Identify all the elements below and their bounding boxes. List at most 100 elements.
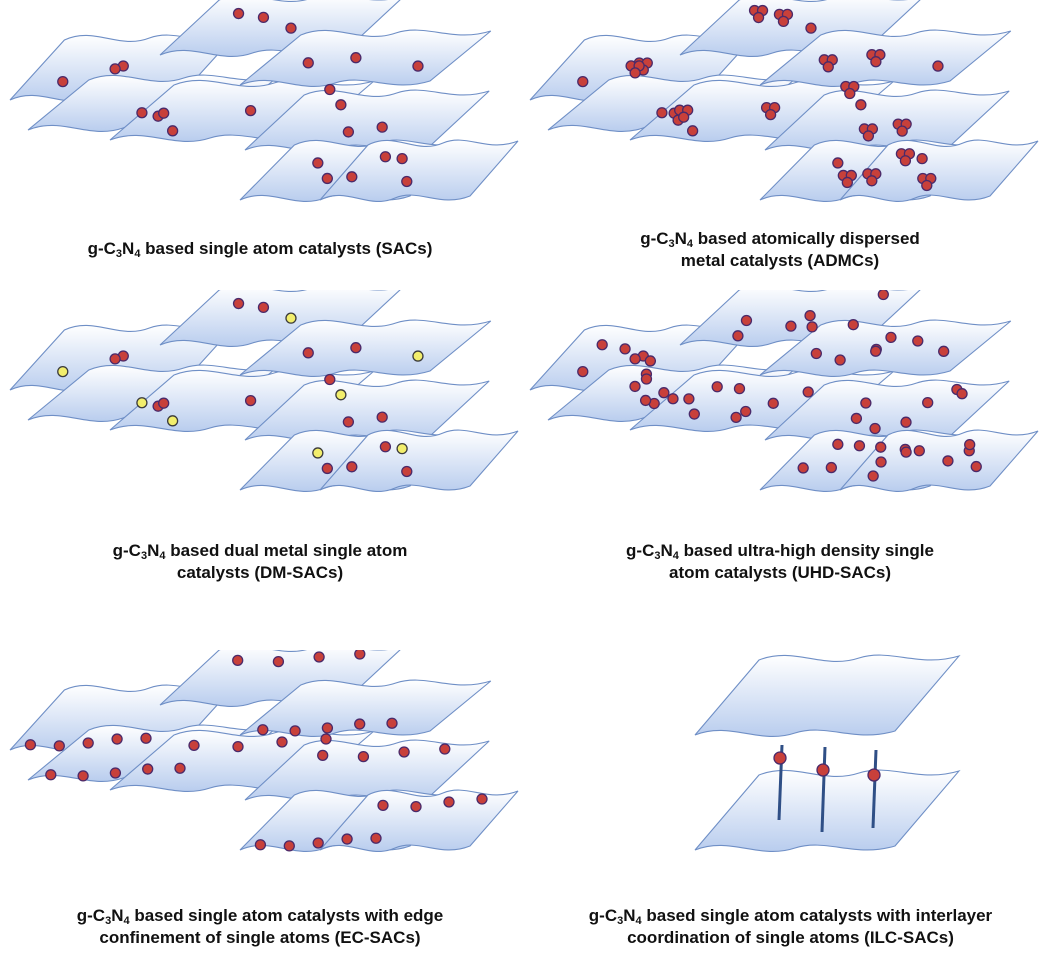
caption-line-2: catalysts (DM-SACs) <box>176 563 344 582</box>
red-atom <box>24 739 37 751</box>
gcn-sheet <box>759 319 1012 377</box>
red-atom <box>257 724 269 736</box>
red-atom <box>232 740 244 753</box>
red-atom <box>853 440 866 452</box>
red-atom <box>77 770 89 782</box>
red-atom <box>832 438 844 450</box>
gcn-sheet <box>239 29 492 87</box>
gcn-sheet <box>319 139 519 203</box>
red-atom <box>802 386 814 398</box>
gcn-sheet <box>839 429 1039 493</box>
top-gcn-sheet <box>694 654 961 737</box>
red-atom <box>379 441 392 453</box>
red-atom <box>629 67 641 79</box>
red-atom <box>938 345 950 357</box>
red-atom <box>412 60 424 72</box>
red-atom <box>376 121 388 133</box>
red-atom <box>285 22 297 34</box>
red-atom <box>313 651 325 663</box>
caption-dm-sacs: g-C3N4 based dual metal single atom cata… <box>0 540 520 584</box>
red-atom <box>740 405 752 418</box>
sacs-illustration <box>9 0 519 203</box>
red-atom <box>942 455 954 467</box>
yellow-atom <box>166 415 179 427</box>
red-atom <box>816 763 830 777</box>
red-atom <box>922 396 934 409</box>
red-atom <box>302 347 314 359</box>
red-atom <box>166 125 179 137</box>
red-atom <box>439 743 451 755</box>
yellow-atom <box>396 442 408 455</box>
red-atom <box>912 335 924 347</box>
red-atom <box>346 461 358 473</box>
admcs-illustration <box>529 0 1039 203</box>
caption-line-1: g-C3N4 based single atom catalysts with … <box>588 906 993 927</box>
panel-dm-sacs: g-C3N4 based dual metal single atom cata… <box>0 290 520 610</box>
red-atom <box>410 800 422 813</box>
red-atom <box>773 751 787 765</box>
red-atom <box>376 411 388 423</box>
red-atom <box>111 733 123 745</box>
red-atom <box>254 839 267 851</box>
ec-sacs-illustration <box>9 650 519 853</box>
red-atom <box>764 108 777 121</box>
yellow-atom <box>285 312 297 324</box>
red-atom <box>913 445 925 457</box>
red-atom <box>956 388 968 400</box>
red-atom <box>900 446 912 458</box>
red-atom <box>188 739 200 752</box>
red-atom <box>656 107 668 119</box>
red-atom <box>257 301 270 314</box>
caption-line-2: confinement of single atoms (EC-SACs) <box>99 928 421 947</box>
red-atom <box>860 397 872 409</box>
coordination-pillar <box>820 746 827 833</box>
ilc-sacs-illustration <box>694 654 961 852</box>
red-atom <box>357 750 370 763</box>
red-atom <box>350 52 362 64</box>
red-atom <box>342 416 355 428</box>
red-atom <box>109 353 121 365</box>
red-atom <box>45 769 57 781</box>
caption-line-1: g-C3N4 based single atom catalysts with … <box>76 906 444 927</box>
red-atom <box>386 717 398 729</box>
yellow-atom <box>335 389 347 401</box>
red-atom <box>272 655 285 668</box>
caption-line-2: atom catalysts (UHD-SACs) <box>669 563 891 582</box>
red-atom <box>174 762 186 774</box>
gcn-sheet <box>759 29 1012 87</box>
red-atom <box>350 342 362 354</box>
yellow-atom <box>312 447 324 459</box>
red-atom <box>629 380 641 393</box>
red-atom <box>321 172 333 185</box>
red-atom <box>932 60 944 72</box>
red-atom <box>321 462 333 475</box>
gcn-sheet <box>239 319 492 377</box>
red-atom <box>805 22 817 34</box>
red-atom <box>276 736 288 748</box>
red-atom <box>312 837 324 849</box>
dm-sacs-illustration <box>9 290 519 493</box>
red-atom <box>921 179 933 192</box>
red-atom <box>867 470 879 482</box>
red-atom <box>232 654 244 667</box>
red-atom <box>335 99 347 111</box>
red-atom <box>683 393 695 405</box>
red-atom <box>401 175 413 188</box>
red-atom <box>354 650 366 660</box>
red-atom <box>639 394 652 407</box>
red-atom <box>232 297 245 310</box>
red-atom <box>867 768 881 782</box>
red-atom <box>832 157 844 169</box>
red-atom <box>870 56 882 68</box>
panel-sacs: g-C3N4 based single atom catalysts (SACs… <box>0 0 520 280</box>
red-atom <box>730 411 742 424</box>
red-atom <box>283 840 295 852</box>
red-atom <box>752 11 765 24</box>
red-atom <box>354 718 366 730</box>
caption-line-1: g-C3N4 based ultra-high density single <box>626 541 934 562</box>
red-atom <box>244 394 257 407</box>
red-atom <box>688 408 700 420</box>
caption-line-1: g-C3N4 based single atom catalysts (SACs… <box>87 239 433 260</box>
red-atom <box>885 331 897 344</box>
red-atom <box>596 339 608 351</box>
